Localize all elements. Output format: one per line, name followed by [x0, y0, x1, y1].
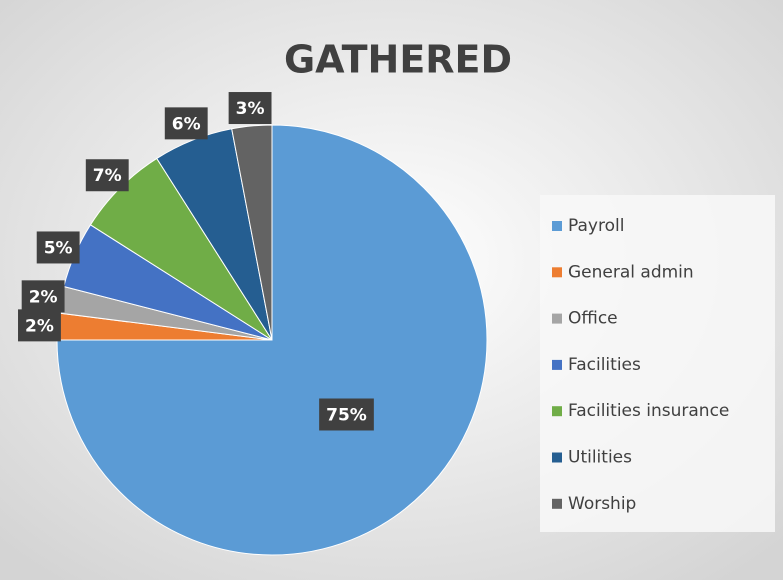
- data-label: 7%: [93, 166, 122, 186]
- data-label-box: [85, 159, 129, 192]
- legend-box: [540, 195, 775, 532]
- data-label: 6%: [172, 114, 201, 134]
- legend-swatch: [552, 452, 562, 463]
- data-label: 2%: [25, 316, 54, 336]
- legend-swatch: [552, 313, 562, 324]
- legend-label: Facilities insurance: [568, 401, 729, 421]
- data-label-box: [36, 231, 80, 264]
- legend-label: Payroll: [568, 216, 624, 236]
- data-label: 2%: [29, 287, 58, 307]
- legend-label: Worship: [568, 494, 636, 514]
- data-label: 3%: [236, 99, 265, 119]
- data-label: 75%: [326, 405, 367, 425]
- legend-label: Facilities: [568, 355, 641, 375]
- pie-slice: [231, 124, 273, 341]
- legend-swatch: [552, 267, 562, 278]
- data-label-box: [319, 398, 374, 431]
- legend-label: General admin: [568, 262, 694, 282]
- pie-slice: [56, 124, 488, 556]
- legend-label: Utilities: [568, 448, 632, 468]
- legend-label: Office: [568, 309, 618, 329]
- chart-title: GATHERED: [284, 38, 512, 82]
- legend-swatch: [552, 498, 562, 509]
- legend-swatch: [552, 221, 562, 231]
- data-label-box: [228, 92, 272, 125]
- data-label-box: [18, 309, 61, 342]
- data-label: 5%: [44, 238, 73, 258]
- data-label-box: [21, 280, 65, 313]
- legend-swatch: [552, 359, 562, 370]
- legend-swatch: [552, 406, 562, 417]
- data-label-box: [164, 107, 208, 140]
